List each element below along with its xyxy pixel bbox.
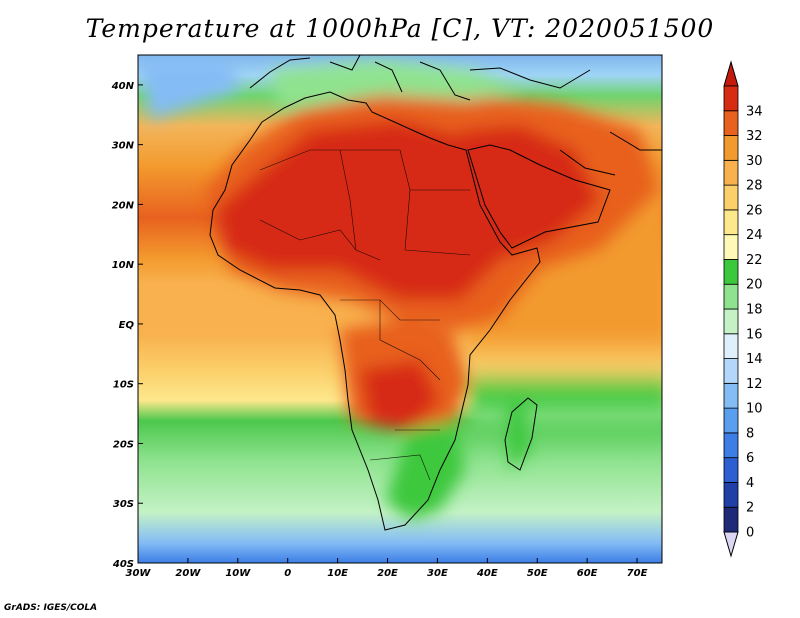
lat-tick-label: 20N <box>112 200 135 211</box>
colorbar-label: 12 <box>746 377 763 392</box>
europe-coastline <box>249 55 591 101</box>
map-title: Temperature at 1000hPa [C], VT: 20200515… <box>85 14 715 43</box>
colorbar-label: 16 <box>746 327 763 342</box>
colorbar-label: 30 <box>746 154 763 169</box>
colorbar-label: 24 <box>746 228 763 243</box>
colorbar-bin <box>723 333 739 359</box>
lon-tick-label: 20E <box>377 568 398 579</box>
colorbar-bin <box>723 209 739 236</box>
arabia-coastline <box>467 144 611 249</box>
colorbar-bin <box>723 506 739 533</box>
africa-coastline <box>209 91 541 531</box>
colorbar-label: 14 <box>746 352 763 367</box>
plot-frame <box>137 54 663 564</box>
lat-tick-label: EQ <box>119 320 135 331</box>
colorbar-bin <box>723 135 739 161</box>
colorbar-label: 34 <box>746 104 763 119</box>
colorbar-label: 6 <box>746 451 754 466</box>
colorbar-bin <box>723 159 739 186</box>
lat-tick-label: 40S <box>112 559 134 570</box>
colorbar-under-triangle <box>723 531 739 558</box>
colorbar-bin <box>723 482 739 508</box>
colorbar-bin <box>723 184 739 211</box>
southeast-africa-cool <box>385 420 465 520</box>
lon-tick-label: 60E <box>577 568 598 579</box>
country-borders <box>259 149 471 481</box>
colorbar-bin <box>723 110 739 136</box>
lat-tick-label: 10N <box>112 260 135 271</box>
lat-tick-label: 30S <box>113 499 134 510</box>
lon-tick-label: 30W <box>126 568 152 579</box>
lon-tick-label: 10W <box>225 568 251 579</box>
madagascar-cool <box>505 400 530 470</box>
mediterranean-cool <box>270 60 520 110</box>
lat-tick-label: 30N <box>112 141 135 152</box>
colorbar-bin <box>723 259 739 285</box>
colorbar-bin <box>723 358 739 384</box>
lon-tick-label: 30E <box>427 568 448 579</box>
colorbar-bin <box>723 407 739 434</box>
north-atlantic-cool <box>140 60 240 120</box>
lon-tick-label: 20W <box>175 568 201 579</box>
colorbar-label: 18 <box>746 303 763 318</box>
colorbar-bin <box>723 308 739 335</box>
lon-tick-label: 10E <box>327 568 348 579</box>
lat-tick-label: 20S <box>113 439 134 450</box>
colorbar-label: 0 <box>746 526 754 541</box>
colorbar-bin <box>723 382 739 409</box>
longitude-axis: 30W 20W 10W 0 10E 20E 30E 40E 50E 60E 70E <box>126 558 648 579</box>
colorbar-label: 26 <box>746 203 763 218</box>
colorbar-over-triangle <box>723 60 739 87</box>
coastlines <box>209 55 662 531</box>
madagascar-coastline <box>504 397 538 471</box>
lat-tick-label: 10S <box>113 380 134 391</box>
southern-interior-hot <box>360 360 440 430</box>
colorbar-label: 8 <box>746 426 754 441</box>
colorbar-bin <box>723 432 739 459</box>
grads-credit: GrADS: IGES/COLA <box>4 603 98 613</box>
colorbar-bin <box>723 457 739 483</box>
colorbar-bin <box>723 234 739 260</box>
colorbar-label: 10 <box>746 402 763 417</box>
lon-tick-label: 0 <box>284 568 291 579</box>
colorbar-label: 2 <box>746 501 754 516</box>
colorbar-label: 28 <box>746 179 763 194</box>
colorbar-bin <box>723 85 739 112</box>
lat-tick-label: 40N <box>111 81 135 92</box>
colorbar-label: 32 <box>746 129 763 144</box>
temperature-field <box>138 55 662 563</box>
colorbar-label: 22 <box>746 253 763 268</box>
latitude-axis: 40S 30S 20S 10S EQ 10N 20N 30N 40N <box>111 81 143 570</box>
lon-tick-label: 50E <box>527 568 548 579</box>
colorbar-bin <box>723 283 739 310</box>
lon-tick-label: 40E <box>476 568 498 579</box>
persian-gulf <box>559 131 662 176</box>
colorbar-label: 20 <box>746 278 763 293</box>
colorbar-label: 4 <box>746 476 754 491</box>
lon-tick-label: 70E <box>627 568 648 579</box>
